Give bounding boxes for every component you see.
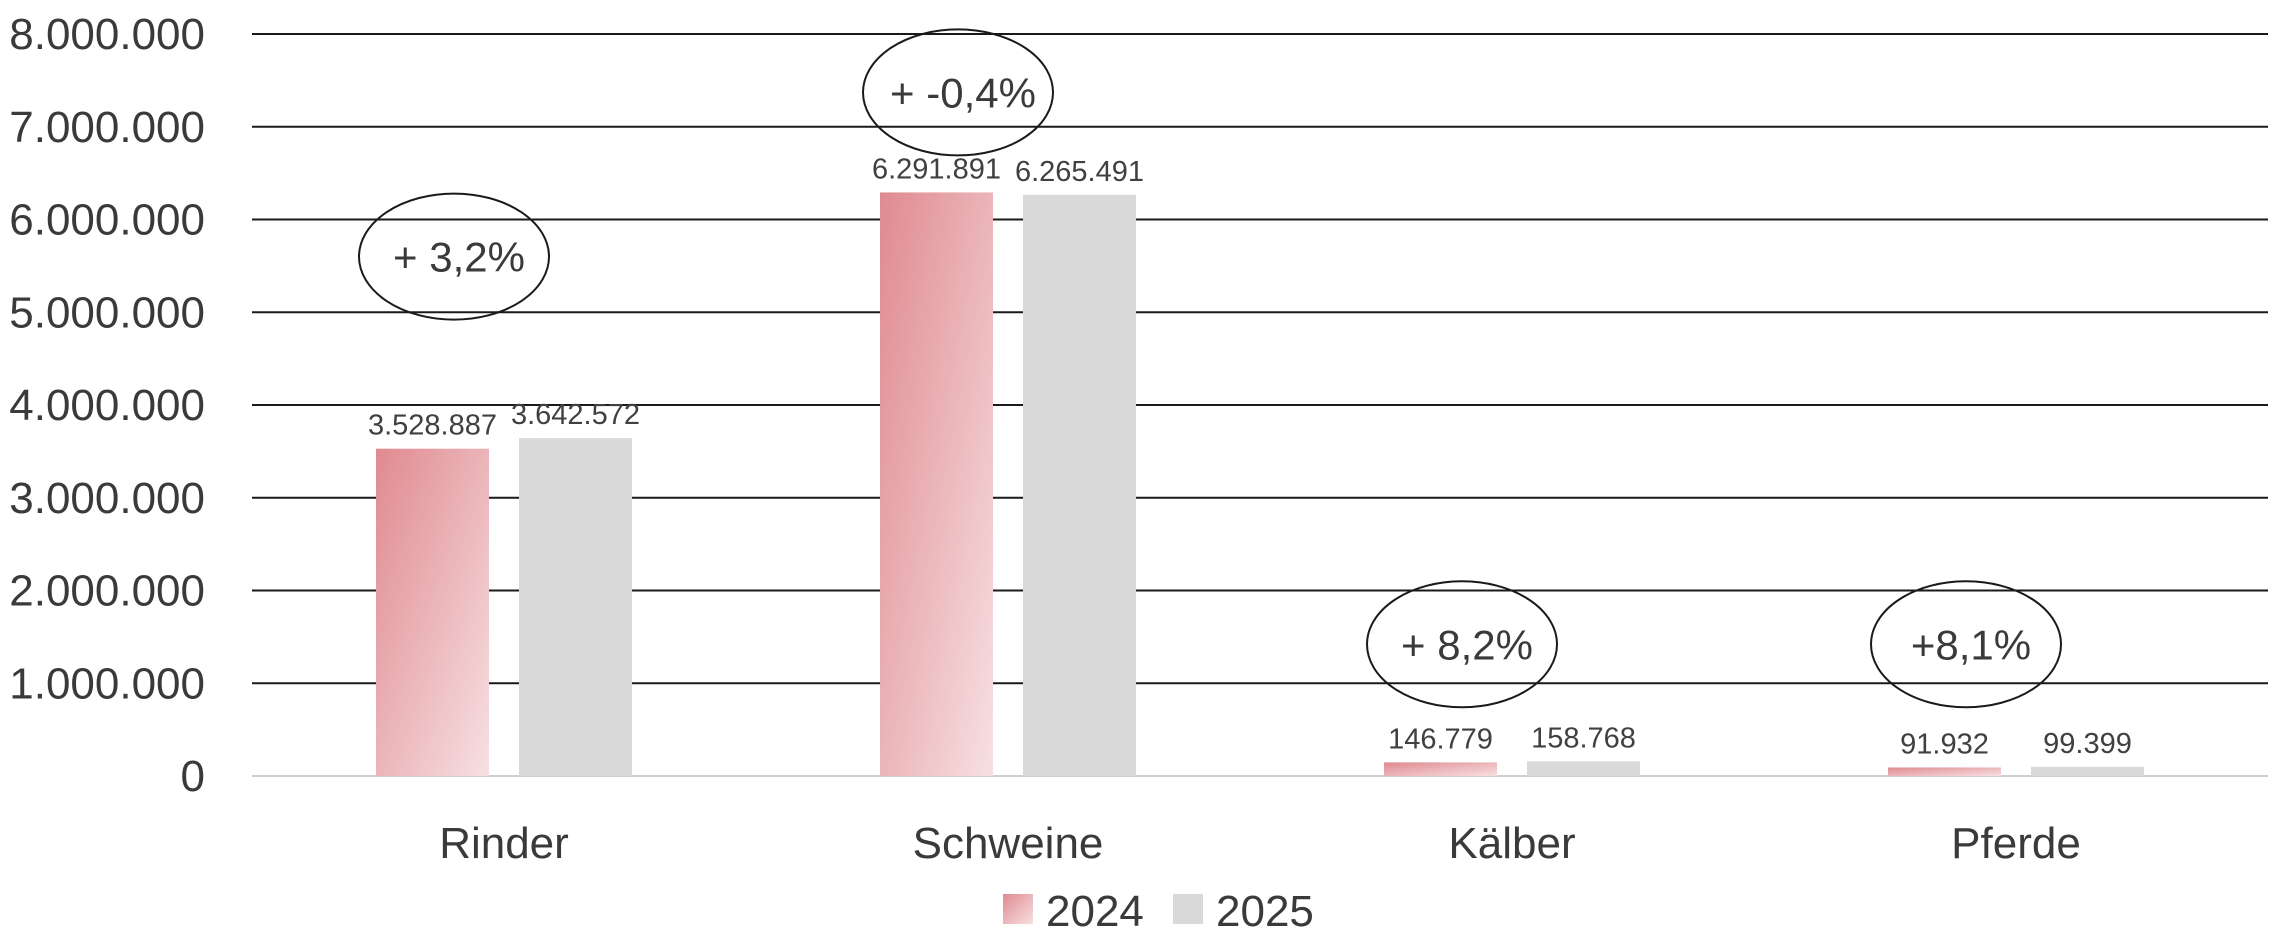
bar-schweine-2025 <box>1023 194 1136 776</box>
x-tick-label-pferde: Pferde <box>1951 819 2081 868</box>
annotation-ellipse <box>358 192 550 321</box>
y-tick-label: 1.000.000 <box>9 659 205 708</box>
annotation-text: + 8,2% <box>1401 621 1533 668</box>
bar-rinder-2024 <box>376 448 489 776</box>
x-axis: Rinder Schweine Kälber Pferde <box>439 819 2081 868</box>
y-tick-label: 2.000.000 <box>9 567 205 616</box>
data-label-pferde-2024: 91.932 <box>1900 728 1989 760</box>
data-labels: 3.528.887 3.642.572 6.291.891 6.265.491 146.… <box>368 153 2132 760</box>
annotation-text: + 3,2% <box>393 234 525 281</box>
bars <box>376 192 2144 776</box>
bar-kalber-2025 <box>1527 761 1640 776</box>
x-tick-label-kalber: Kälber <box>1448 819 1575 868</box>
bar-rinder-2025 <box>519 438 632 776</box>
y-tick-label: 8.000.000 <box>9 10 205 59</box>
annotation-rinder: + 3,2% <box>358 192 550 321</box>
annotation-text: +8,1% <box>1911 621 2031 668</box>
y-tick-label: 6.000.000 <box>9 196 205 245</box>
bar-pferde-2025 <box>2031 766 2144 776</box>
y-axis: 0 1.000.000 2.000.000 3.000.000 4.000.000 5.0… <box>9 10 205 801</box>
annotation-ellipse <box>1366 580 1558 709</box>
data-label-schweine-2024: 6.291.891 <box>872 153 1001 185</box>
x-tick-label-rinder: Rinder <box>439 819 569 868</box>
legend-swatch-2024 <box>1003 894 1033 924</box>
bar-schweine-2024 <box>880 192 993 776</box>
y-tick-label: 3.000.000 <box>9 474 205 523</box>
data-label-rinder-2025: 3.642.572 <box>511 399 640 431</box>
legend-label-2025: 2025 <box>1216 887 1314 936</box>
y-tick-label: 4.000.000 <box>9 381 205 430</box>
bar-pferde-2024 <box>1888 767 2001 776</box>
y-tick-label: 7.000.000 <box>9 103 205 152</box>
annotation-schweine: + -0,4% <box>862 28 1054 157</box>
bar-kalber-2024 <box>1384 762 1497 776</box>
annotation-text: + -0,4% <box>890 69 1036 116</box>
x-tick-label-schweine: Schweine <box>913 819 1104 868</box>
legend: 2024 2025 <box>1003 887 1314 936</box>
y-tick-label: 5.000.000 <box>9 288 205 337</box>
annotation-pferde: +8,1% <box>1870 580 2062 709</box>
data-label-kalber-2024: 146.779 <box>1388 723 1493 755</box>
data-label-schweine-2025: 6.265.491 <box>1015 156 1144 188</box>
legend-swatch-2025 <box>1173 894 1203 924</box>
annotations: + 3,2% + -0,4% + 8,2% +8,1% <box>358 28 2062 709</box>
y-tick-label: 0 <box>181 752 205 801</box>
annotation-ellipse <box>862 28 1054 157</box>
annotation-kalber: + 8,2% <box>1366 580 1558 709</box>
data-label-rinder-2024: 3.528.887 <box>368 410 497 442</box>
legend-label-2024: 2024 <box>1046 887 1144 936</box>
data-label-kalber-2025: 158.768 <box>1531 722 1636 754</box>
data-label-pferde-2025: 99.399 <box>2043 728 2132 760</box>
annotation-ellipse <box>1870 580 2062 709</box>
